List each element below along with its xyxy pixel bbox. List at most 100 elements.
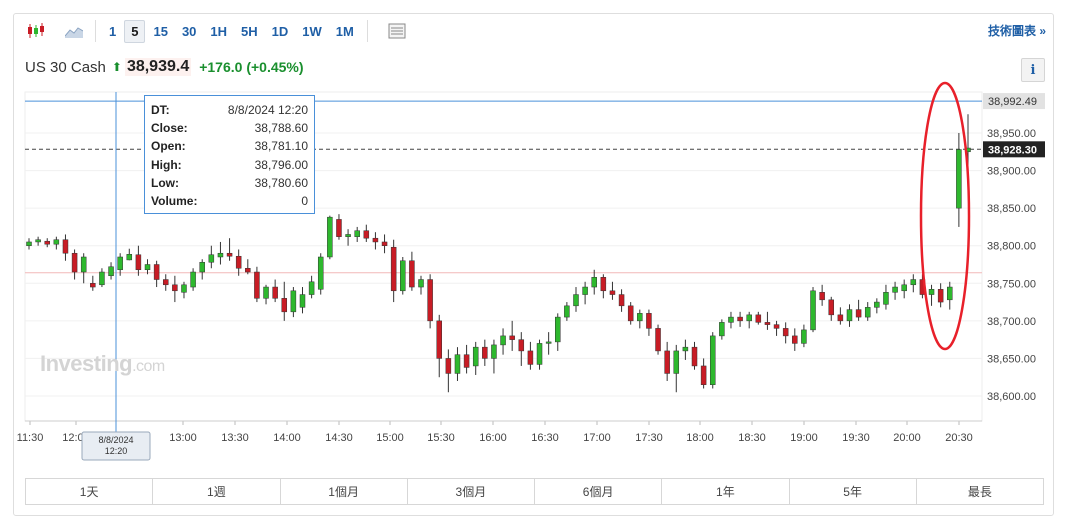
data-table-icon[interactable] (382, 16, 412, 46)
candle-body (509, 335, 515, 340)
range-button[interactable]: 1天 (26, 479, 154, 504)
candle-body (363, 230, 370, 239)
y-tick-label: 38,750.00 (987, 278, 1036, 290)
candle-body (491, 344, 497, 359)
candle-body (454, 354, 461, 374)
interval-1w[interactable]: 1W (302, 23, 322, 39)
candle-body (573, 294, 579, 307)
interval-1d[interactable]: 1D (271, 23, 289, 39)
interval-30[interactable]: 30 (181, 23, 197, 39)
range-button[interactable]: 6個月 (535, 479, 663, 504)
y-tick-label: 38,700.00 (987, 316, 1036, 328)
candle-body (527, 350, 534, 365)
annotation-ellipse (919, 81, 971, 351)
watermark-brand: Investing (40, 351, 133, 376)
candle-body (627, 305, 634, 322)
candle-body (354, 230, 360, 237)
candle-body (117, 256, 123, 271)
area-chart-icon[interactable] (59, 16, 89, 46)
candle-body (445, 358, 452, 374)
tooltip-key: Volume: (151, 193, 198, 208)
price-change: +176.0 (+0.45%) (199, 59, 304, 75)
range-button[interactable]: 1個月 (281, 479, 408, 504)
last-price: 38,939.4 (124, 58, 192, 76)
candle-body (281, 298, 288, 313)
candle-body (272, 286, 278, 299)
range-button[interactable]: 3個月 (408, 479, 535, 504)
candle-body (773, 324, 780, 329)
candle-body (719, 322, 725, 337)
x-tick-label: 17:30 (635, 432, 663, 444)
candle-body (217, 252, 224, 258)
high-label: 38,992.49 (988, 96, 1037, 108)
x-tick-label: 18:30 (738, 432, 766, 444)
info-icon[interactable]: i (1021, 58, 1045, 82)
tooltip-row: Volume: 0 (151, 192, 308, 210)
candlestick-icon[interactable] (21, 16, 51, 46)
y-tick-label: 38,600.00 (987, 391, 1036, 403)
candle-body (80, 256, 87, 273)
candle-body (883, 292, 889, 305)
candle-body (646, 313, 652, 329)
tooltip-value: 38,780.60 (254, 175, 308, 190)
candle-body (153, 264, 160, 280)
candle-body (99, 271, 105, 286)
candle-body (44, 240, 50, 245)
range-button[interactable]: 最長 (967, 485, 992, 499)
crosshair-date-box (81, 431, 151, 461)
tooltip-row: DT: 8/8/2024 12:20 (151, 101, 308, 119)
candle-body (126, 254, 133, 261)
candle-body (782, 328, 789, 337)
candle-body (801, 329, 807, 344)
candle-body (709, 335, 716, 385)
interval-15[interactable]: 15 (153, 23, 168, 39)
y-tick-label: 38,650.00 (987, 353, 1036, 365)
candle-body (71, 252, 78, 273)
candle-body (755, 314, 762, 323)
candle-body (409, 260, 415, 288)
candle-body (35, 239, 41, 243)
interval-1[interactable]: 1 (109, 23, 117, 39)
candle-body (637, 313, 643, 322)
candle-body (381, 241, 388, 246)
candle-body (673, 350, 680, 374)
last-label: 38,928.30 (988, 144, 1037, 156)
x-tick-label: 13:00 (169, 432, 197, 444)
candle-body (308, 281, 315, 295)
interval-5h[interactable]: 5H (241, 23, 258, 39)
candle-body (892, 286, 898, 293)
candle-body (245, 268, 251, 273)
candle-body (208, 254, 215, 263)
candle-body (682, 346, 689, 352)
candle-body (482, 346, 488, 359)
tooltip-row: Low: 38,780.60 (151, 174, 308, 192)
range-button[interactable]: 1年 (662, 479, 790, 504)
candle-body (609, 290, 616, 295)
candle-body (199, 261, 205, 273)
x-tick-label: 20:00 (893, 432, 921, 444)
candle-body (400, 260, 406, 292)
range-button[interactable]: 5年 (790, 479, 917, 504)
x-tick-label: 11:30 (17, 432, 44, 444)
interval-1m[interactable]: 1M (335, 23, 354, 39)
candle-body (855, 309, 862, 318)
instrument-name: US 30 Cash (25, 58, 106, 76)
candle-body (937, 289, 944, 303)
interval-5[interactable]: 5 (124, 19, 146, 43)
technical-chart-link[interactable]: 技術圖表 » (987, 24, 1046, 38)
candle-body (655, 328, 661, 352)
candle-body (746, 314, 752, 322)
range-button[interactable]: 1週 (153, 479, 281, 504)
candle-body (162, 279, 169, 286)
candle-body (463, 354, 470, 368)
interval-1h[interactable]: 1H (210, 23, 228, 39)
candle-body (518, 339, 525, 352)
y-tick-label: 38,850.00 (987, 203, 1036, 215)
candle-body (263, 286, 269, 299)
x-tick-label: 17:00 (583, 432, 611, 444)
tooltip-value: 8/8/2024 12:20 (227, 103, 308, 117)
ohlc-tooltip: DT: 8/8/2024 12:20 Close: 38,788.60 Open: 38,… (144, 95, 315, 214)
candle-body (26, 241, 32, 246)
candle-body (427, 279, 433, 322)
candle-body (910, 279, 917, 286)
